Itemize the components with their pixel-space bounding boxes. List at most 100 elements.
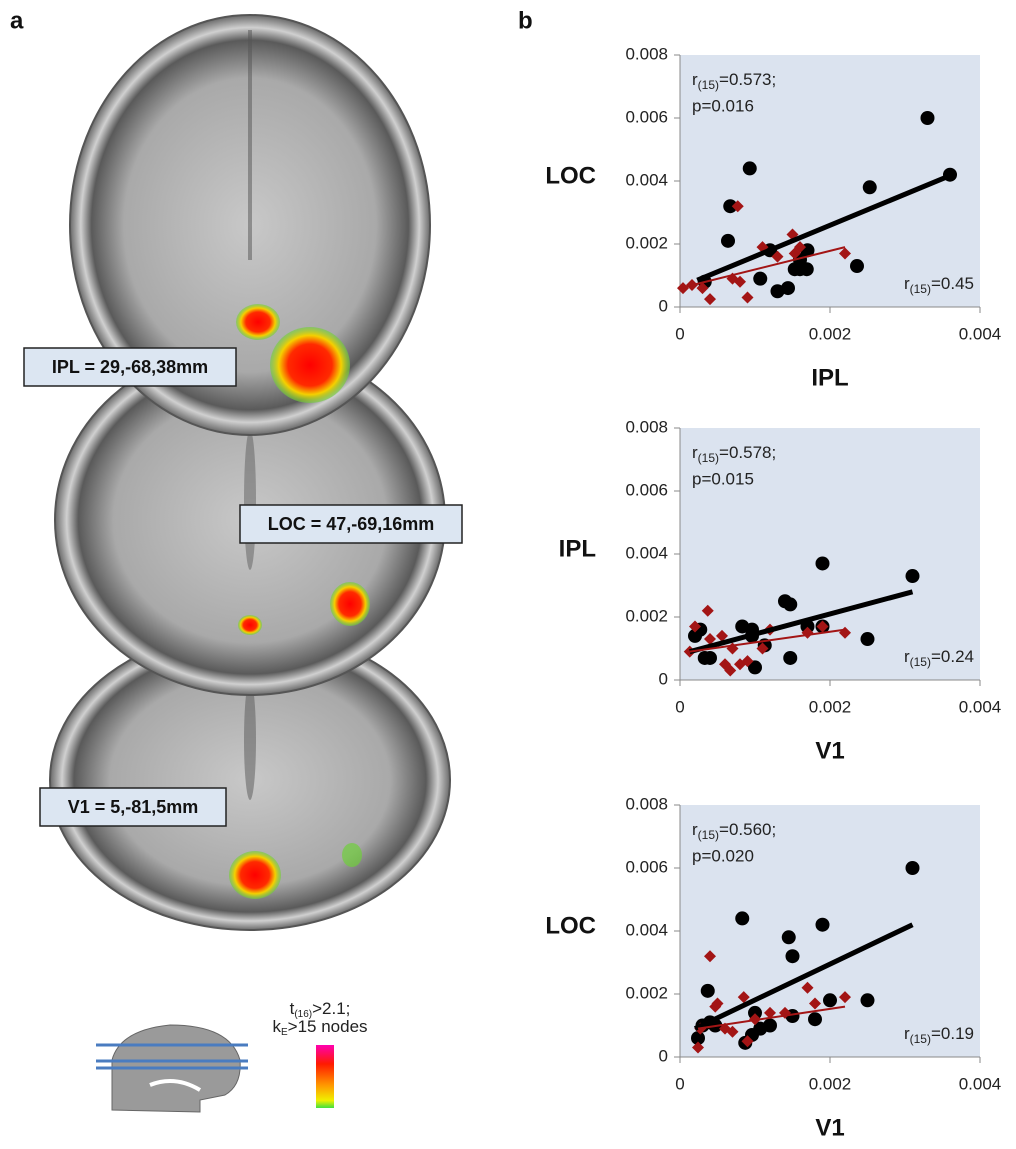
point: [823, 993, 837, 1008]
stat-annotation: r(15)=0.578;: [692, 443, 776, 465]
point: [781, 930, 796, 945]
point: [726, 1025, 739, 1038]
point: [711, 997, 724, 1010]
point: [815, 556, 830, 571]
point: [721, 233, 735, 248]
point: [781, 281, 795, 296]
stat-subscript: (15): [698, 451, 719, 465]
k-sub: E: [281, 1027, 288, 1038]
stat-symbol: r: [904, 274, 910, 293]
point: [689, 620, 701, 633]
t-symbol: t: [290, 999, 295, 1018]
stat-symbol: r: [904, 1024, 910, 1043]
t-sub: (16): [294, 1009, 312, 1020]
y-tick-label: 0.006: [625, 107, 668, 126]
stat-subscript: (15): [910, 282, 931, 296]
point: [850, 259, 864, 274]
point: [723, 199, 738, 214]
point: [741, 291, 754, 304]
x-tick-label: 0.002: [809, 324, 852, 343]
y-axis-title: LOC: [545, 162, 596, 189]
p-value: p=0.016: [692, 96, 754, 115]
point: [756, 642, 769, 655]
point: [724, 664, 737, 677]
point: [692, 1041, 704, 1054]
point: [741, 655, 754, 668]
p-value: p=0.020: [692, 846, 754, 865]
threshold-t: t(16)>2.1;: [290, 999, 351, 1019]
y-tick-label: 0.002: [625, 606, 668, 625]
point: [696, 282, 709, 295]
k-symbol: k: [272, 1017, 281, 1036]
panel-label: a: [10, 7, 24, 34]
stat-subscript: (15): [910, 1032, 931, 1046]
point: [839, 991, 851, 1004]
point: [701, 604, 714, 617]
y-tick-label: 0.008: [625, 417, 668, 436]
point: [703, 650, 717, 665]
x-axis-title: V1: [815, 737, 844, 764]
fit-line: [679, 246, 846, 290]
stat-symbol: r: [692, 820, 698, 839]
sagittal-inset: [96, 1024, 248, 1113]
x-tick-label: 0: [675, 1074, 684, 1093]
y-tick-label: 0.008: [625, 794, 668, 813]
y-tick-label: 0.002: [625, 983, 668, 1002]
region-label: LOC = 47,-69,16mm: [268, 514, 435, 534]
region-label: IPL = 29,-68,38mm: [52, 357, 208, 377]
fit-line: [693, 922, 914, 1031]
point: [700, 983, 715, 998]
stat-annotation: r(15)=0.24: [904, 647, 974, 669]
point: [808, 1012, 822, 1027]
stat-value: =0.578;: [719, 443, 776, 462]
y-tick-label: 0.004: [625, 543, 668, 562]
stat-symbol: r: [904, 647, 910, 666]
threshold-k: kE>15 nodes: [272, 1017, 367, 1037]
point: [748, 1005, 762, 1020]
y-tick-label: 0.008: [625, 44, 668, 63]
point: [905, 569, 920, 584]
stat-subscript: (15): [910, 655, 931, 669]
point: [785, 949, 800, 964]
point: [794, 241, 806, 254]
plot-area: [680, 428, 980, 680]
x-axis-title: V1: [815, 1114, 844, 1141]
stat-subscript: (15): [698, 78, 719, 92]
stat-value: =0.560;: [719, 820, 776, 839]
point: [735, 911, 750, 926]
plot-area: [680, 805, 980, 1057]
x-tick-label: 0.004: [959, 1074, 1002, 1093]
x-tick-label: 0: [675, 697, 684, 716]
y-tick-label: 0.002: [625, 233, 668, 252]
point: [704, 633, 716, 646]
y-tick-label: 0: [659, 296, 668, 315]
stat-value: =0.19: [931, 1024, 974, 1043]
point: [742, 161, 757, 176]
y-tick-label: 0: [659, 669, 668, 688]
fit-line: [696, 171, 957, 283]
y-tick-label: 0: [659, 1046, 668, 1065]
point: [734, 275, 746, 288]
y-tick-label: 0.004: [625, 920, 668, 939]
stat-value: =0.45: [931, 274, 974, 293]
panel-label: b: [518, 7, 533, 34]
point: [860, 993, 875, 1008]
point: [783, 597, 798, 612]
p-value: p=0.015: [692, 469, 754, 488]
point: [731, 200, 744, 213]
point: [783, 650, 798, 665]
point: [815, 917, 830, 932]
x-axis-title: IPL: [811, 364, 848, 391]
point: [753, 271, 768, 286]
x-tick-label: 0: [675, 324, 684, 343]
fit-line: [697, 1005, 846, 1030]
point: [809, 997, 821, 1010]
x-tick-label: 0.002: [809, 697, 852, 716]
x-tick-label: 0.004: [959, 324, 1002, 343]
point: [920, 111, 935, 125]
point: [741, 1035, 754, 1048]
point: [816, 620, 829, 633]
stat-symbol: r: [692, 443, 698, 462]
point: [862, 180, 877, 195]
